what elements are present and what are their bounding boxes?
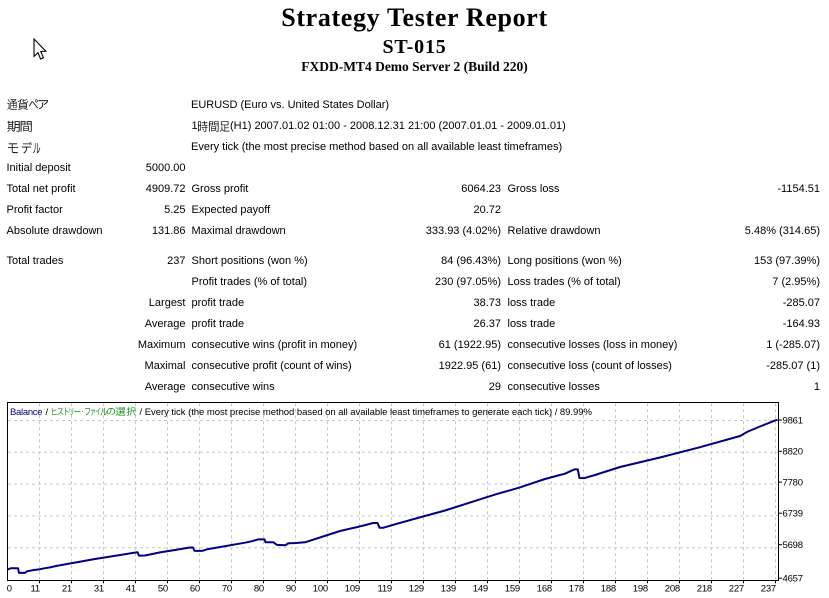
svg-text:159: 159 [505,584,520,595]
svg-text:4657: 4657 [783,574,803,585]
svg-text:227: 227 [729,584,744,595]
svg-text:11: 11 [31,584,40,595]
svg-text:90: 90 [286,584,296,595]
svg-text:218: 218 [697,584,712,595]
svg-text:149: 149 [473,584,488,595]
svg-text:31: 31 [94,584,104,595]
svg-text:109: 109 [345,584,360,595]
svg-text:100: 100 [313,584,328,595]
svg-text:41: 41 [126,584,136,595]
svg-text:70: 70 [222,584,232,595]
svg-text:80: 80 [254,584,264,595]
svg-text:50: 50 [158,584,168,595]
svg-text:0: 0 [7,584,12,595]
svg-text:7780: 7780 [783,478,803,489]
svg-text:9861: 9861 [783,415,803,426]
svg-text:139: 139 [441,584,456,595]
svg-text:129: 129 [409,584,424,595]
svg-text:188: 188 [601,584,616,595]
svg-text:198: 198 [633,584,648,595]
svg-text:208: 208 [665,584,680,595]
svg-text:21: 21 [62,584,72,595]
svg-text:6739: 6739 [783,509,803,520]
svg-text:119: 119 [377,584,392,595]
svg-text:178: 178 [569,584,584,595]
svg-text:168: 168 [537,584,552,595]
svg-text:8820: 8820 [783,447,803,458]
svg-text:5698: 5698 [783,540,803,551]
svg-text:60: 60 [190,584,200,595]
svg-text:237: 237 [761,584,776,595]
